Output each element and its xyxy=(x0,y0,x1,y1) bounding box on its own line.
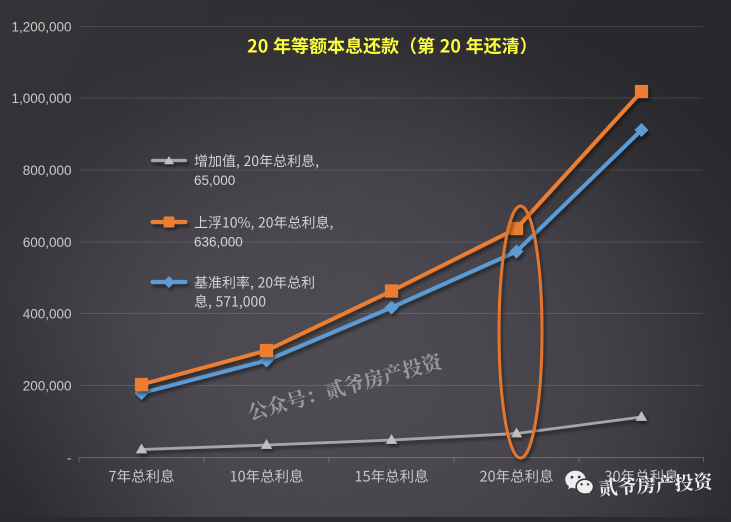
svg-text:1,200,000: 1,200,000 xyxy=(11,19,71,34)
svg-text:600,000: 600,000 xyxy=(23,235,72,250)
svg-text:200,000: 200,000 xyxy=(23,378,72,393)
svg-text:400,000: 400,000 xyxy=(23,306,72,321)
svg-text:1,000,000: 1,000,000 xyxy=(11,91,71,106)
svg-text:65,000: 65,000 xyxy=(194,173,235,188)
svg-text:800,000: 800,000 xyxy=(23,163,72,178)
svg-text:636,000: 636,000 xyxy=(194,235,243,250)
svg-text:-: - xyxy=(67,450,72,465)
